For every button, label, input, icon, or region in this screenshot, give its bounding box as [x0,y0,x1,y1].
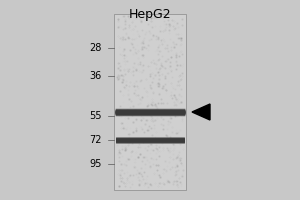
Text: 95: 95 [90,159,102,169]
FancyBboxPatch shape [114,14,186,190]
Text: HepG2: HepG2 [129,8,171,21]
Text: 72: 72 [89,135,102,145]
Polygon shape [192,104,210,120]
Text: 36: 36 [90,71,102,81]
Text: 55: 55 [89,111,102,121]
Text: 28: 28 [90,43,102,53]
